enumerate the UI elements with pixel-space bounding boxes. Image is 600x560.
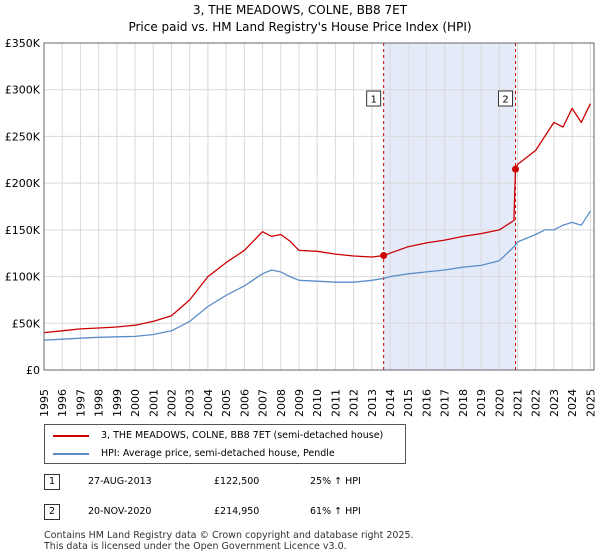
y-tick-label: £150K [5, 224, 41, 237]
transaction-date: 27-AUG-2013 [88, 476, 152, 487]
legend-label-hpi: HPI: Average price, semi-detached house,… [101, 448, 335, 459]
x-tick-label: 1999 [111, 389, 124, 417]
footer-copyright: Contains HM Land Registry data © Crown c… [44, 530, 414, 541]
x-tick-label: 2022 [530, 389, 543, 417]
x-tick-label: 1998 [93, 389, 106, 417]
x-tick-label: 2019 [475, 389, 488, 417]
sale-label-box [366, 90, 382, 107]
transaction-date: 20-NOV-2020 [88, 506, 152, 517]
transaction-row: 2 20-NOV-2020 £214,950 61% ↑ HPI [44, 504, 444, 522]
x-tick-label: 2010 [311, 389, 324, 417]
x-tick-label: 2013 [366, 389, 379, 417]
sale-point [512, 165, 520, 173]
y-tick-label: £250K [5, 130, 41, 143]
transaction-marker: 1 [44, 474, 60, 490]
y-tick-label: £300K [5, 84, 41, 97]
hpi-series-line [43, 210, 591, 341]
transaction-hpi: 25% ↑ HPI [310, 476, 361, 487]
legend-entry-property: 3, THE MEADOWS, COLNE, BB8 7ET (semi-det… [45, 427, 405, 445]
sale-label-box [498, 90, 514, 107]
x-tick-label: 2016 [420, 389, 433, 417]
transaction-price: £122,500 [214, 476, 260, 487]
price-chart: 3, THE MEADOWS, COLNE, BB8 7ET Price pai… [5, 3, 598, 417]
x-tick-label: 2023 [548, 389, 561, 417]
x-tick-label: 2025 [584, 389, 597, 417]
price-series-line [43, 103, 591, 334]
legend-entry-hpi: HPI: Average price, semi-detached house,… [45, 445, 405, 463]
y-tick-label: £0 [26, 364, 40, 377]
x-tick-label: 2012 [348, 389, 361, 417]
x-tick-label: 1997 [74, 389, 87, 417]
highlight-band [383, 43, 516, 370]
plot-frame [43, 42, 595, 371]
y-tick-label: £200K [5, 177, 41, 190]
x-tick-label: 1996 [56, 389, 69, 417]
x-tick-label: 2020 [493, 389, 506, 417]
transaction-price: £214,950 [214, 506, 260, 517]
chart-subtitle: Price paid vs. HM Land Registry's House … [128, 20, 471, 34]
chart-title: 3, THE MEADOWS, COLNE, BB8 7ET [193, 3, 408, 17]
x-tick-label: 2005 [220, 389, 233, 417]
x-tick-label: 2018 [457, 389, 470, 417]
y-tick-label: £350K [5, 37, 41, 50]
legend-swatch-hpi [53, 453, 89, 455]
transaction-row: 1 27-AUG-2013 £122,500 25% ↑ HPI [44, 474, 444, 492]
transaction-hpi: 61% ↑ HPI [310, 506, 361, 517]
x-tick-label: 2008 [275, 389, 288, 417]
x-tick-label: 2006 [238, 389, 251, 417]
footer: Contains HM Land Registry data © Crown c… [44, 530, 414, 552]
legend-label-property: 3, THE MEADOWS, COLNE, BB8 7ET (semi-det… [101, 430, 384, 441]
x-tick-label: 2021 [512, 389, 525, 417]
x-tick-label: 2001 [147, 389, 160, 417]
x-tick-label: 2011 [329, 389, 342, 417]
sale-label-text: 1 [370, 95, 376, 106]
legend-swatch-property [53, 435, 89, 437]
x-tick-label: 2015 [402, 389, 415, 417]
legend: 3, THE MEADOWS, COLNE, BB8 7ET (semi-det… [44, 424, 406, 464]
x-tick-label: 2003 [184, 389, 197, 417]
x-tick-label: 2024 [566, 389, 579, 417]
y-tick-label: £100K [5, 271, 41, 284]
x-tick-label: 2014 [384, 389, 397, 417]
transaction-marker: 2 [44, 504, 60, 520]
y-tick-label: £50K [12, 317, 41, 330]
sale-label-text: 2 [502, 95, 508, 106]
footer-licence: This data is licensed under the Open Gov… [44, 541, 347, 552]
sale-point [380, 252, 388, 260]
x-tick-label: 2017 [439, 389, 452, 417]
x-tick-label: 2007 [257, 389, 270, 417]
x-tick-label: 2002 [165, 389, 178, 417]
x-tick-label: 2004 [202, 389, 215, 417]
x-tick-label: 1995 [38, 389, 51, 417]
x-tick-label: 2000 [129, 389, 142, 417]
x-tick-label: 2009 [293, 389, 306, 417]
